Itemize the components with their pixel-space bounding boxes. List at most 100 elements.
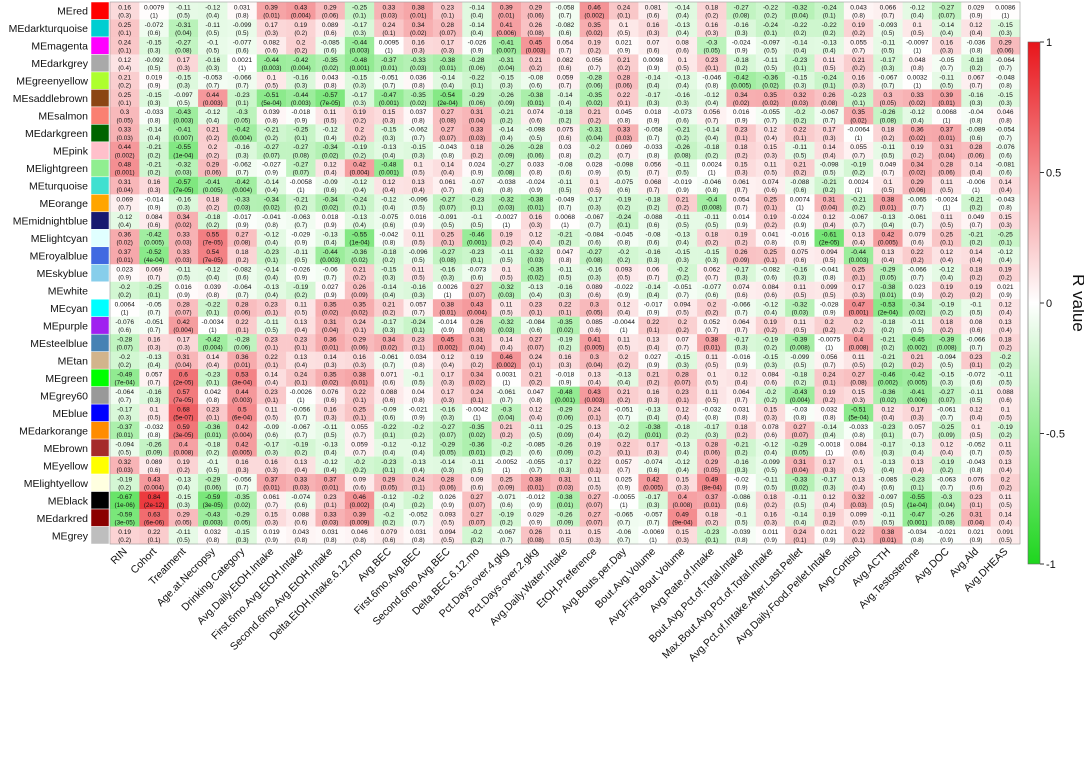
cell-p-value: (0.3) (852, 397, 865, 404)
cell-r-value: 0.22 (353, 389, 366, 396)
cell-p-value: (0.1) (265, 310, 278, 317)
heatmap-cell (256, 19, 287, 38)
heatmap-cell (579, 2, 610, 20)
cell-p-value: (0.8) (206, 397, 219, 404)
cell-p-value: (0.05) (116, 117, 132, 124)
cell-r-value: -0.11 (675, 162, 690, 169)
cell-p-value: (0.2) (999, 484, 1012, 491)
row-swatch-MEyellow (90, 456, 110, 475)
heatmap-cell (609, 124, 639, 143)
cell-p-value: (0.9) (118, 275, 131, 282)
cell-p-value: (0.3) (705, 432, 718, 439)
cell-p-value: (0.5) (294, 257, 307, 264)
cell-p-value: (0.04) (792, 12, 808, 19)
cell-p-value: (0.9) (735, 362, 748, 369)
cell-r-value: -0.2 (383, 511, 395, 518)
cell-r-value: 0.39 (940, 92, 953, 99)
row-label: MEsaddlebrown (13, 93, 88, 105)
cell-r-value: -0.13 (264, 284, 279, 291)
cell-p-value: (1e-04) (349, 240, 369, 247)
cell-p-value: (0.6) (617, 187, 630, 194)
cell-p-value: (0.6) (500, 502, 513, 509)
cell-p-value: (0.3) (412, 152, 425, 159)
cell-r-value: -0.19 (939, 459, 954, 466)
cell-p-value: (0.1) (206, 415, 219, 422)
cell-r-value: -0.07 (469, 179, 484, 186)
cell-r-value: 0.021 (615, 39, 632, 46)
cell-p-value: (1) (708, 170, 716, 177)
heatmap-cell (198, 106, 228, 125)
cell-p-value: (0.2) (353, 117, 366, 124)
cell-r-value: 0.53 (236, 372, 249, 379)
cell-p-value: (0.04) (968, 519, 984, 526)
cell-r-value: -0.21 (147, 162, 162, 169)
cell-r-value: 0.055 (351, 424, 368, 431)
cell-p-value: (0.4) (470, 12, 483, 19)
cell-r-value: 0.38 (705, 337, 718, 344)
heatmap-cell (198, 141, 228, 160)
cell-p-value: (0.07) (586, 519, 602, 526)
cell-p-value: (0.7) (236, 82, 249, 89)
cell-p-value: (0.2) (999, 362, 1012, 369)
cell-p-value: (0.03) (792, 100, 808, 107)
cell-r-value: 0.11 (823, 57, 836, 64)
cell-p-value: (0.7) (382, 362, 395, 369)
cell-p-value: (0.4) (441, 170, 454, 177)
cell-r-value: 0.093 (615, 267, 632, 274)
cell-r-value: 0.22 (617, 92, 630, 99)
cell-r-value: 0.07 (676, 337, 689, 344)
cell-r-value: -0.13 (675, 441, 690, 448)
cell-p-value: (5e-04) (261, 100, 281, 107)
cell-r-value: -0.23 (910, 476, 925, 483)
cell-r-value: 0.1 (619, 22, 628, 29)
cell-p-value: (0.2) (911, 152, 924, 159)
heatmap-cell (256, 176, 287, 195)
cell-p-value: (0.4) (588, 380, 601, 387)
cell-r-value: -0.076 (115, 319, 134, 326)
cell-p-value: (0.6) (382, 415, 395, 422)
cell-p-value: (0.2) (852, 30, 865, 37)
cell-p-value: (0.5) (412, 205, 425, 212)
cell-r-value: -0.12 (323, 127, 338, 134)
cell-r-value: 0.1 (414, 162, 423, 169)
heatmap-cell (198, 176, 228, 195)
cell-r-value: -0.22 (792, 22, 807, 29)
cell-r-value: -0.38 (528, 197, 543, 204)
cell-p-value: (0.5) (793, 292, 806, 299)
cell-r-value: 0.0031 (496, 372, 517, 379)
cell-r-value: -0.36 (352, 249, 367, 256)
heatmap-cell (256, 71, 287, 90)
cell-r-value: 0.076 (968, 476, 985, 483)
heatmap-cell (227, 159, 258, 178)
cell-p-value: (0.6) (353, 484, 366, 491)
cell-p-value: (0.02) (469, 432, 485, 439)
cell-r-value: 0.19 (999, 267, 1012, 274)
cell-p-value: (0.2) (148, 170, 161, 177)
heatmap-cell (755, 19, 786, 38)
cell-r-value: -0.4 (706, 197, 718, 204)
heatmap-cell (374, 124, 404, 143)
cell-p-value: (0.3) (236, 537, 249, 544)
cell-p-value: (0.4) (911, 117, 924, 124)
cell-r-value: -0.22 (469, 74, 484, 81)
row-swatch-MEred (90, 1, 110, 20)
cell-r-value: -0.1 (413, 372, 425, 379)
cell-r-value: 0.14 (999, 511, 1012, 518)
cell-p-value: (0.2) (911, 257, 924, 264)
cell-p-value: (0.1) (705, 65, 718, 72)
cell-p-value: (0.02) (586, 30, 602, 37)
cell-p-value: (0.001) (849, 310, 869, 317)
cell-r-value: 0.069 (146, 267, 163, 274)
cell-p-value: (0.6) (881, 484, 894, 491)
cell-r-value: -0.17 (264, 441, 279, 448)
cell-r-value: 0.031 (733, 406, 750, 413)
cell-r-value: 0.35 (852, 109, 865, 116)
cell-p-value: (0.5) (617, 170, 630, 177)
cell-p-value: (0.9) (940, 537, 953, 544)
cell-p-value: (0.003) (526, 47, 546, 54)
cell-p-value: (0.3) (294, 82, 307, 89)
cell-r-value: -0.099 (233, 22, 252, 29)
cell-r-value: 0.19 (353, 109, 366, 116)
cell-p-value: (0.2) (764, 345, 777, 352)
heatmap-cell (638, 124, 669, 143)
